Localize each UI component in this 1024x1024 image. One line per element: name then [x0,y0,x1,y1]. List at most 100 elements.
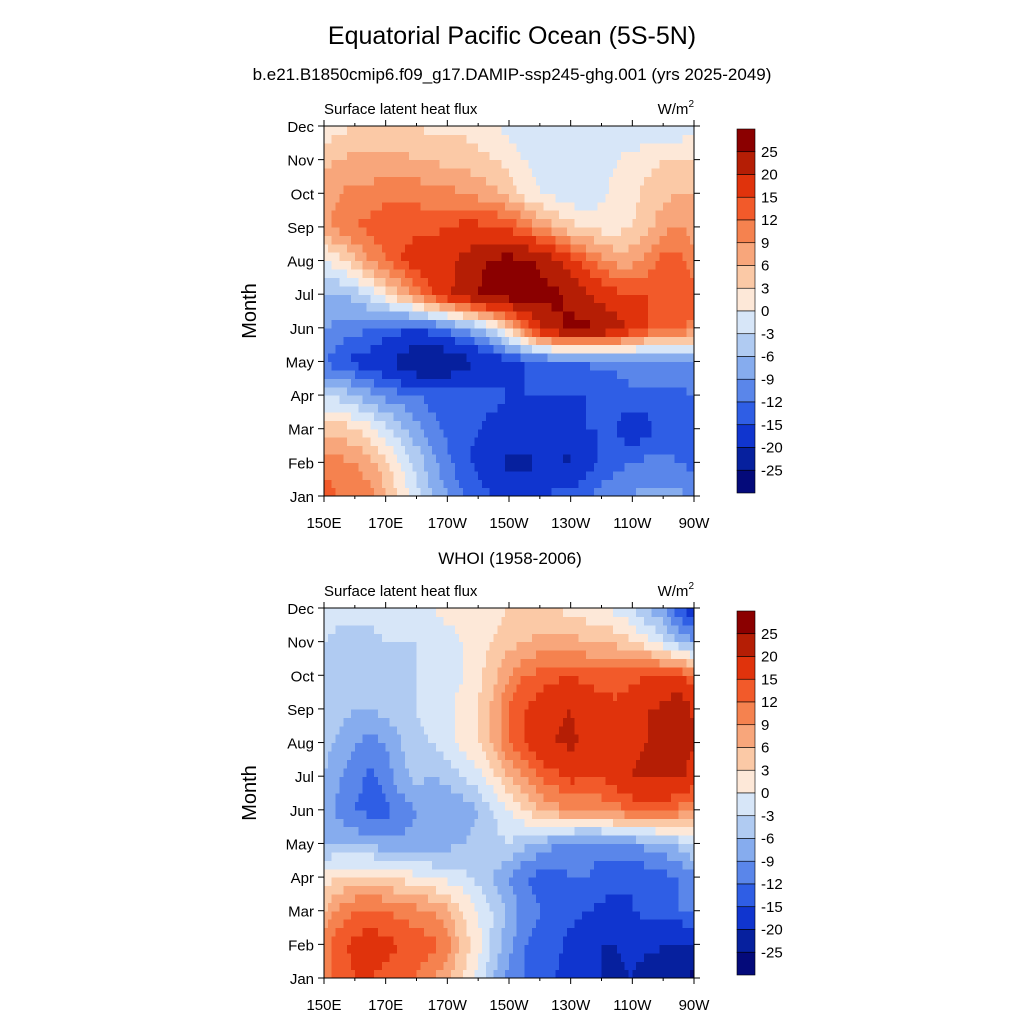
heatmap-cell [667,134,672,144]
y-tick-label: Feb [288,455,314,472]
heatmap-cell [570,378,576,388]
heatmap-cell [393,201,398,211]
heatmap-cell [663,487,668,497]
heatmap-cell [667,969,672,979]
heatmap-cell [659,361,664,371]
heatmap-cell [377,361,383,371]
colorbar-label: -3 [761,326,774,343]
heatmap-cell [512,134,518,144]
heatmap-cell [678,369,684,379]
heatmap-cell [474,927,479,937]
heatmap-cell [474,252,479,262]
heatmap-cell [408,411,414,421]
heatmap-cell [551,151,556,161]
heatmap-cell [524,479,529,489]
heatmap-cell [362,126,367,136]
heatmap-cell [589,420,595,430]
heatmap-cell [609,403,614,413]
heatmap-cell [358,176,364,186]
heatmap-cell [620,944,626,954]
heatmap-cell [643,327,649,337]
heatmap-cell [428,378,433,388]
heatmap-cell [447,961,452,971]
heatmap-cell [489,969,495,979]
heatmap-cell [505,142,510,152]
heatmap-cell [493,311,499,321]
heatmap-cell [663,395,668,405]
heatmap-cell [547,453,552,463]
heatmap-cell [643,935,649,945]
heatmap-cell [643,260,649,270]
heatmap-cell [458,184,464,194]
heatmap-field [324,608,695,979]
heatmap-cell [470,944,475,954]
heatmap-cell [578,445,583,455]
heatmap-cell [682,361,687,371]
heatmap-cell [470,277,475,287]
heatmap-cell [489,411,495,421]
heatmap-cell [616,361,622,371]
heatmap-cell [586,445,591,455]
heatmap-cell [401,344,406,354]
heatmap-cell [605,952,610,962]
heatmap-cell [516,260,522,270]
heatmap-cell [324,344,329,354]
heatmap-cell [651,453,657,463]
heatmap-cell [586,252,591,262]
heatmap-cell [358,243,364,253]
heatmap-cell [447,210,452,220]
heatmap-cell [659,445,664,455]
heatmap-cell [431,193,437,203]
heatmap-cell [628,961,633,971]
heatmap-cell [555,961,560,971]
heatmap-cell [458,944,464,954]
heatmap-cell [408,479,414,489]
heatmap-cell [439,302,445,312]
heatmap-cell [370,353,375,363]
heatmap-cell [643,151,649,161]
heatmap-cell [524,210,529,220]
heatmap-cell [566,294,572,304]
heatmap-cell [381,403,387,413]
heatmap-cell [331,260,337,270]
heatmap-cell [431,935,437,945]
heatmap-cell [350,386,356,396]
heatmap-cell [416,353,421,363]
heatmap-cell [670,294,676,304]
heatmap-cell [443,294,448,304]
heatmap-cell [335,944,341,954]
heatmap-cell [374,226,379,236]
heatmap-cell [532,470,537,480]
heatmap-cell [663,193,668,203]
heatmap-cell [455,952,460,962]
heatmap-cell [524,252,529,262]
heatmap-cell [389,353,394,363]
heatmap-cell [667,159,672,169]
heatmap-cell [347,285,352,295]
heatmap-cell [601,218,606,228]
heatmap-cell [586,277,591,287]
heatmap-cell [582,252,587,262]
heatmap-cell [574,134,579,144]
heatmap-cell [613,378,618,388]
heatmap-cell [524,462,529,472]
heatmap-cell [586,210,591,220]
heatmap-cell [370,969,375,979]
heatmap-cell [659,378,664,388]
heatmap-cell [640,260,645,270]
colorbar-swatch [736,333,756,357]
heatmap-cell [620,294,626,304]
heatmap-cell [678,420,684,430]
heatmap-cell [366,126,371,136]
heatmap-cell [574,437,579,447]
heatmap-cell [659,411,664,421]
heatmap-cell [551,369,556,379]
heatmap-cell [389,420,394,430]
heatmap-cell [628,302,633,312]
heatmap-cell [670,961,676,971]
heatmap-cell [485,420,491,430]
heatmap-cell [385,142,391,152]
heatmap-cell [401,201,406,211]
heatmap-cell [640,395,645,405]
heatmap-cell [682,386,687,396]
